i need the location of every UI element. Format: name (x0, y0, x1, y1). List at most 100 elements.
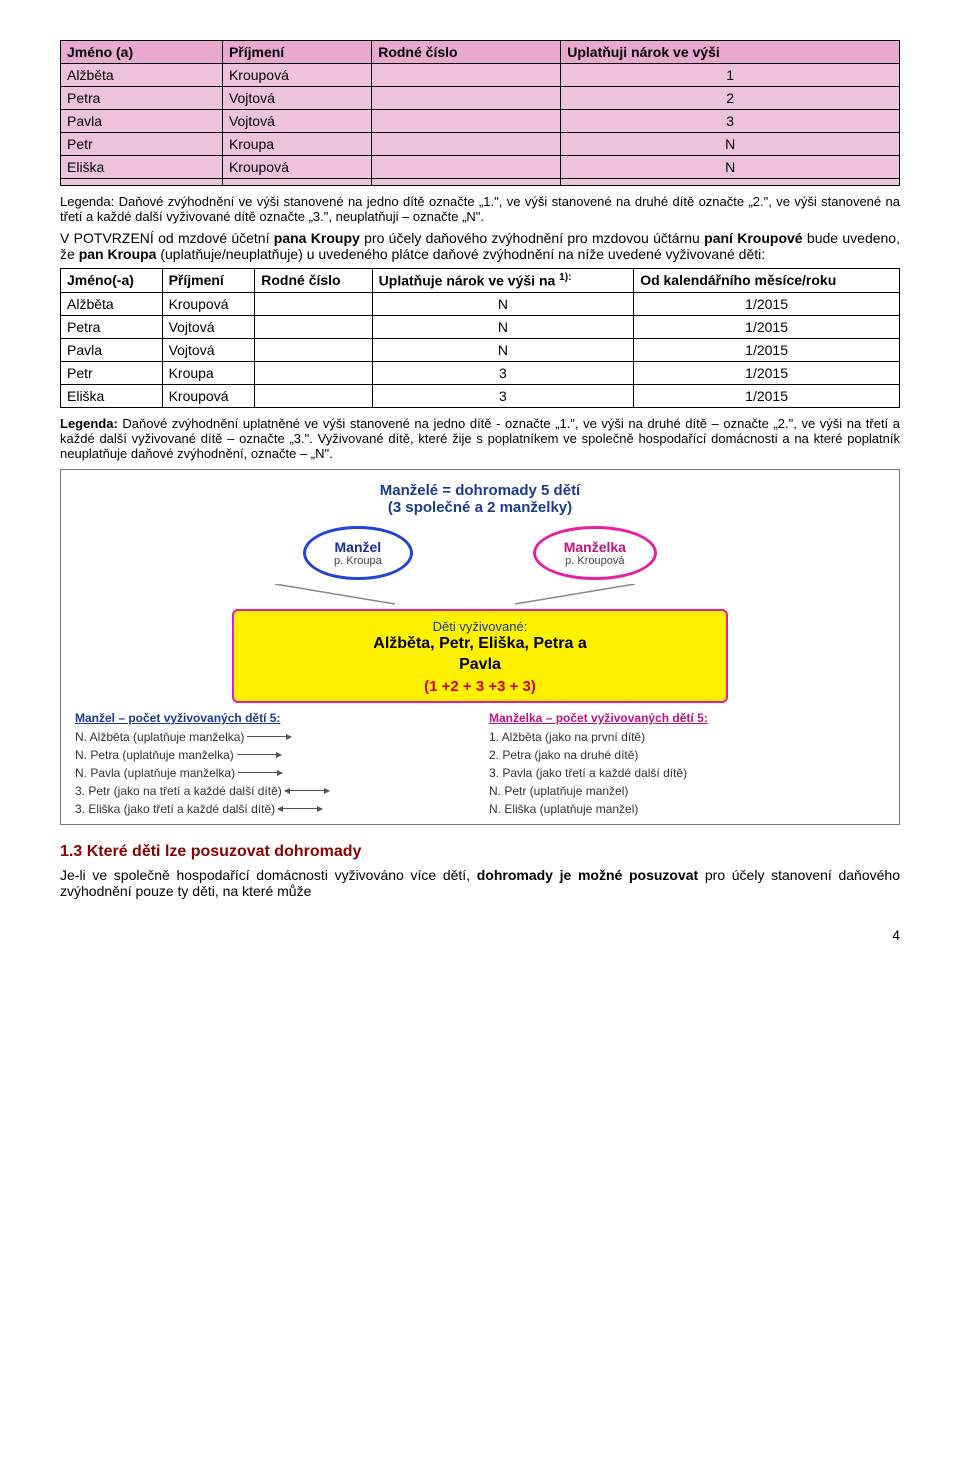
table-row: PavlaVojtová 3 (61, 110, 900, 133)
table-cell (372, 110, 561, 133)
table-cell (255, 315, 372, 338)
table-header: Uplatňuje nárok ve výši na 1): (372, 269, 634, 293)
txt: (1 +2 + 3 +3 + 3) (240, 678, 720, 695)
list-item: 3. Pavla (jako třetí a každé další dítě) (489, 764, 885, 782)
table-row: PetrKroupa 31/2015 (61, 361, 900, 384)
txt: Manželka (564, 539, 626, 555)
connector-lines (75, 584, 885, 606)
table-cell: Alžběta (61, 64, 223, 87)
table-cell: Vojtová (222, 87, 371, 110)
table-header: Jméno (a) (61, 41, 223, 64)
table-cell: 3 (372, 384, 634, 407)
txt: pana Kroupy (274, 230, 360, 246)
list-item: 3. Eliška (jako třetí a každé další dítě… (75, 800, 471, 818)
legend-1: Legenda: Daňové zvýhodnění ve výši stano… (60, 194, 900, 224)
txt: 1.3 (60, 843, 82, 860)
table-cell (372, 133, 561, 156)
txt: Alžběta, Petr, Eliška, Petra a (373, 635, 586, 652)
confirmation-paragraph: V POTVRZENÍ od mzdové účetní pana Kroupy… (60, 230, 900, 262)
table-header: Rodné číslo (255, 269, 372, 293)
table-header: Jméno(-a) (61, 269, 163, 293)
table-cell (372, 156, 561, 179)
table-cell: Pavla (61, 338, 163, 361)
table-header: Od kalendářního měsíce/roku (634, 269, 900, 293)
txt: Pavla (459, 656, 501, 673)
legend-2: Legenda: Daňové zvýhodnění uplatněné ve … (60, 416, 900, 461)
table-cell: 1 (561, 64, 900, 87)
table-cell: N (561, 156, 900, 179)
table-confirmation: Jméno(-a)PříjmeníRodné čísloUplatňuje ná… (60, 268, 900, 408)
table-claims: Jméno (a)PříjmeníRodné čísloUplatňuji ná… (60, 40, 900, 186)
table-cell: Petr (61, 361, 163, 384)
table-cell: 2 (561, 87, 900, 110)
table-cell: Kroupová (222, 156, 371, 179)
table-cell (255, 338, 372, 361)
table-row: AlžbětaKroupováN1/2015 (61, 292, 900, 315)
table-row: EliškaKroupová31/2015 (61, 384, 900, 407)
section-heading: 1.3 Které děti lze posuzovat dohromady (60, 843, 900, 861)
txt: (3 společné a 2 manželky) (388, 499, 572, 516)
table-row: PetraVojtová N1/2015 (61, 315, 900, 338)
table-cell (255, 384, 372, 407)
list-item: 1. Alžběta (jako na první dítě) (489, 728, 885, 746)
table-cell: N (372, 292, 634, 315)
list-item: N. Petr (uplatňuje manžel) (489, 782, 885, 800)
table-cell: 1/2015 (634, 338, 900, 361)
table-cell: Kroupová (222, 64, 371, 87)
list-item: N. Alžběta (uplatňuje manželka) (75, 728, 471, 746)
txt: Manžel (335, 539, 382, 555)
table-cell (561, 179, 900, 186)
list-item: N. Petra (uplatňuje manželka) (75, 746, 471, 764)
husband-oval: Manžel p. Kroupa (303, 526, 413, 581)
table-header: Rodné číslo (372, 41, 561, 64)
txt: p. Kroupa (334, 555, 382, 568)
table-row: PetrKroupaN (61, 133, 900, 156)
table-cell: N (561, 133, 900, 156)
txt: Manželé = dohromady 5 dětí (380, 482, 580, 499)
txt: pro účely daňového zvýhodnění pro mzdovo… (360, 230, 704, 246)
table-row: PetraVojtová2 (61, 87, 900, 110)
table-header: Příjmení (222, 41, 371, 64)
table-cell: N (372, 315, 634, 338)
diagram: Manželé = dohromady 5 dětí (3 společné a… (60, 469, 900, 825)
wife-oval: Manželka p. Kroupová (533, 526, 657, 581)
right-col-header: Manželka – počet vyživovaných dětí 5: (489, 711, 885, 725)
table-cell: Vojtová (222, 110, 371, 133)
list-item: N. Eliška (uplatňuje manžel) (489, 800, 885, 818)
table-cell: Kroupová (162, 292, 255, 315)
table-cell: Petra (61, 315, 163, 338)
table-cell: Eliška (61, 384, 163, 407)
table-cell: 1/2015 (634, 361, 900, 384)
table-cell: Pavla (61, 110, 223, 133)
table-cell (372, 64, 561, 87)
txt: (uplatňuje/neuplatňuje) u uvedeného plát… (156, 246, 765, 262)
table-cell (372, 179, 561, 186)
table-cell: Vojtová (162, 338, 255, 361)
table-cell: 1/2015 (634, 315, 900, 338)
children-box: Děti vyživované: Alžběta, Petr, Eliška, … (232, 609, 728, 703)
table-cell: Vojtová (162, 315, 255, 338)
list-item: N. Pavla (uplatňuje manželka) (75, 764, 471, 782)
table-cell: Kroupa (162, 361, 255, 384)
table-cell: 1/2015 (634, 384, 900, 407)
txt: Které děti lze posuzovat dohromady (87, 843, 362, 860)
table-cell: Alžběta (61, 292, 163, 315)
page-number: 4 (60, 927, 900, 943)
two-columns: Manžel – počet vyživovaných dětí 5: N. A… (75, 711, 885, 818)
table-cell: 3 (561, 110, 900, 133)
table-cell: N (372, 338, 634, 361)
table-cell (61, 179, 223, 186)
table-cell (255, 361, 372, 384)
diagram-title: Manželé = dohromady 5 dětí (3 společné a… (75, 482, 885, 516)
txt: p. Kroupová (564, 555, 626, 568)
table-cell: 3 (372, 361, 634, 384)
list-item: 2. Petra (jako na druhé dítě) (489, 746, 885, 764)
txt: V POTVRZENÍ od mzdové účetní (60, 230, 274, 246)
table-cell (222, 179, 371, 186)
table-row (61, 179, 900, 186)
txt: Je-li ve společně hospodařící domácnosti… (60, 867, 477, 883)
table-header: Příjmení (162, 269, 255, 293)
txt: pan Kroupa (79, 246, 157, 262)
txt: dohromady je možné posuzovat (477, 867, 698, 883)
txt: Děti vyživované: (240, 619, 720, 634)
